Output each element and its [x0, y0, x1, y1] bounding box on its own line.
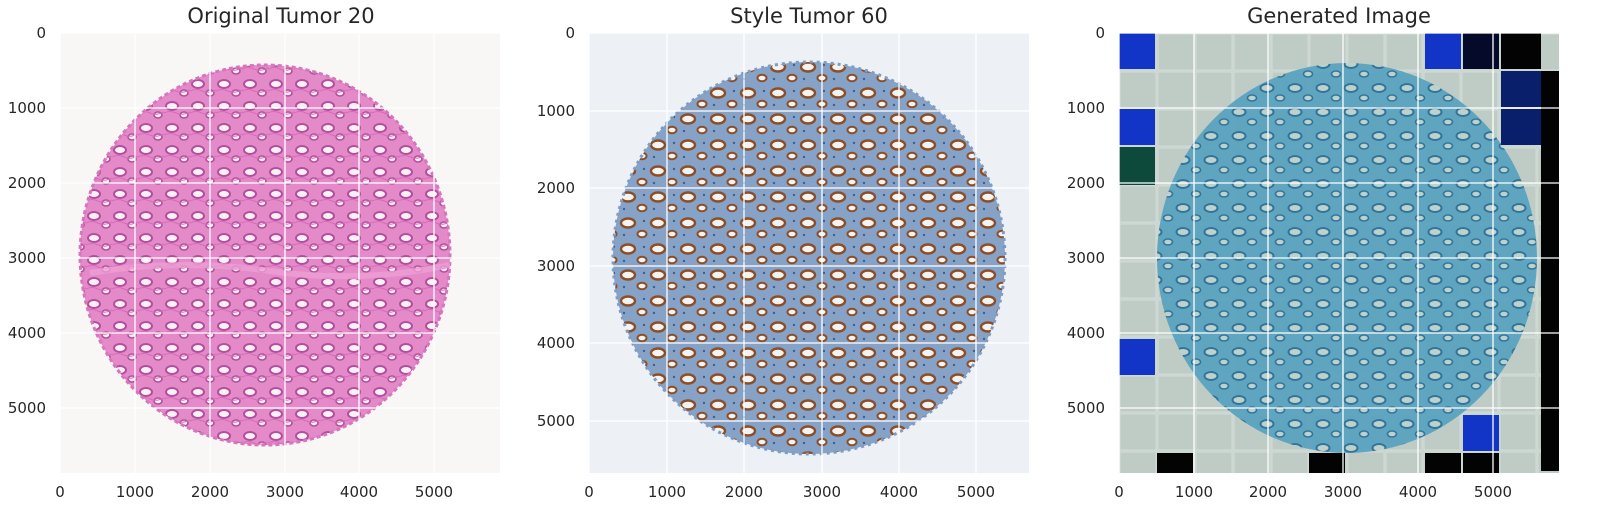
x-tick-label: 2000 [724, 483, 764, 501]
style-tissue-image [589, 33, 1029, 473]
y-tick-label: 4000 [536, 334, 575, 352]
x-tick-label: 4000 [1398, 483, 1438, 501]
y-tick-label: 3000 [7, 249, 46, 267]
y-tick-label: 5000 [7, 399, 46, 417]
panel-title: Generated Image [1247, 4, 1431, 28]
y-tick-label: 4000 [1066, 324, 1105, 342]
x-tick-label: 4000 [339, 483, 379, 501]
x-tick-label: 5000 [414, 483, 454, 501]
y-tick-label: 1000 [536, 102, 575, 120]
x-tick-label: 5000 [956, 483, 996, 501]
x-tick-label: 2000 [190, 483, 230, 501]
y-tick-label: 1000 [7, 99, 46, 117]
x-tick-label: 0 [584, 483, 594, 501]
tissue-image-svg [1119, 33, 1559, 473]
y-tick-label: 2000 [536, 179, 575, 197]
y-tick-label: 1000 [1066, 99, 1105, 117]
y-tick-label: 3000 [1066, 249, 1105, 267]
x-tick-label: 3000 [1323, 483, 1363, 501]
x-tick-label: 0 [55, 483, 65, 501]
y-tick-label: 0 [565, 24, 575, 42]
x-tick-label: 3000 [802, 483, 842, 501]
x-tick-label: 5000 [1473, 483, 1513, 501]
y-tick-label: 2000 [7, 174, 46, 192]
y-tick-label: 3000 [536, 257, 575, 275]
tissue-image-svg [589, 33, 1029, 473]
original-tissue-image [60, 33, 500, 473]
y-tick-label: 0 [36, 24, 46, 42]
x-tick-label: 4000 [879, 483, 919, 501]
x-tick-label: 1000 [1174, 483, 1214, 501]
x-tick-label: 3000 [265, 483, 305, 501]
tissue-image-svg [60, 33, 500, 473]
x-tick-label: 2000 [1248, 483, 1288, 501]
y-tick-label: 0 [1095, 24, 1105, 42]
generated-tissue-image [1119, 33, 1559, 473]
x-tick-label: 1000 [647, 483, 687, 501]
panel-title: Original Tumor 20 [187, 4, 375, 28]
x-tick-label: 1000 [115, 483, 155, 501]
y-tick-label: 2000 [1066, 174, 1105, 192]
y-tick-label: 4000 [7, 324, 46, 342]
panel-title: Style Tumor 60 [730, 4, 888, 28]
y-tick-label: 5000 [536, 412, 575, 430]
x-tick-label: 0 [1114, 483, 1124, 501]
y-tick-label: 5000 [1066, 399, 1105, 417]
